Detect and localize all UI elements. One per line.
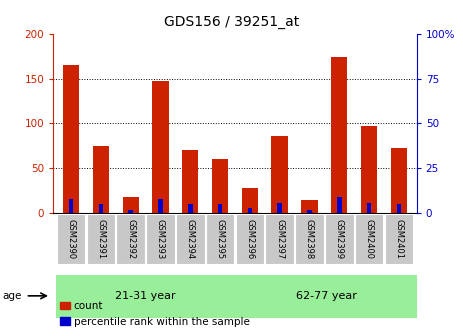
Bar — [99, 204, 103, 213]
Text: GSM2391: GSM2391 — [96, 219, 106, 259]
Text: GSM2398: GSM2398 — [305, 219, 314, 259]
Bar — [57, 214, 85, 264]
Bar — [176, 214, 205, 264]
Bar — [63, 65, 79, 213]
Bar — [248, 208, 252, 213]
Legend: count, percentile rank within the sample: count, percentile rank within the sample — [56, 297, 254, 331]
Bar — [325, 214, 354, 264]
Text: GSM2396: GSM2396 — [245, 219, 254, 259]
Bar — [123, 197, 139, 213]
Text: age: age — [2, 291, 22, 301]
Bar — [295, 214, 324, 264]
Bar — [242, 188, 258, 213]
Bar — [188, 204, 193, 213]
Text: GSM2390: GSM2390 — [67, 219, 75, 259]
Bar — [93, 146, 109, 213]
Bar — [158, 199, 163, 213]
Text: GSM2395: GSM2395 — [216, 219, 225, 259]
Bar — [367, 203, 371, 213]
Bar — [391, 148, 407, 213]
Text: GSM2400: GSM2400 — [364, 219, 374, 259]
Bar — [237, 275, 417, 319]
Bar — [116, 214, 145, 264]
Bar — [152, 81, 169, 213]
Bar — [331, 57, 347, 213]
Text: GSM2394: GSM2394 — [186, 219, 195, 259]
Bar — [301, 200, 318, 213]
Bar — [69, 199, 74, 213]
Bar — [212, 159, 228, 213]
Text: 62-77 year: 62-77 year — [296, 291, 357, 300]
Bar — [218, 204, 222, 213]
Bar — [307, 210, 312, 213]
Text: GSM2401: GSM2401 — [394, 219, 403, 259]
Bar — [182, 151, 199, 213]
Text: GDS156 / 39251_at: GDS156 / 39251_at — [164, 15, 299, 29]
Bar — [396, 204, 401, 213]
Bar — [206, 214, 234, 264]
Text: GSM2392: GSM2392 — [126, 219, 135, 259]
Text: GSM2397: GSM2397 — [275, 219, 284, 259]
Bar — [87, 214, 115, 264]
Bar — [128, 210, 133, 213]
Text: GSM2393: GSM2393 — [156, 219, 165, 259]
Text: GSM2399: GSM2399 — [335, 219, 344, 259]
Bar — [271, 136, 288, 213]
Bar — [277, 203, 282, 213]
Bar — [56, 275, 236, 319]
Bar — [361, 126, 377, 213]
Text: 21-31 year: 21-31 year — [115, 291, 176, 300]
Bar — [236, 214, 264, 264]
Bar — [265, 214, 294, 264]
Bar — [146, 214, 175, 264]
Bar — [385, 214, 413, 264]
Bar — [355, 214, 383, 264]
Bar — [337, 197, 342, 213]
